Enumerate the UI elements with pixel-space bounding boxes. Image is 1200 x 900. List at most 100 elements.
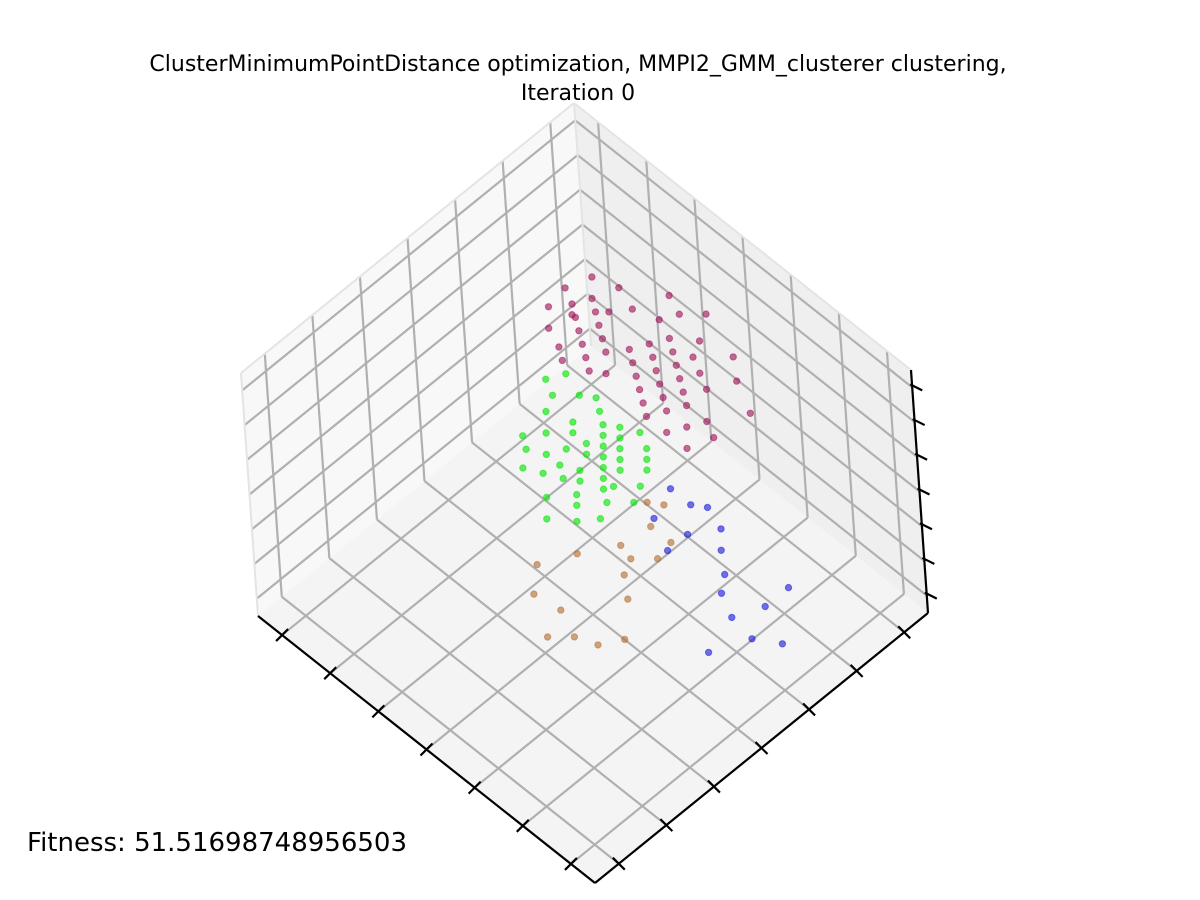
data-point-series-2 xyxy=(573,550,581,558)
data-point-series-3 xyxy=(616,466,624,474)
data-point-series-4 xyxy=(568,311,576,319)
data-point-series-4 xyxy=(652,367,660,375)
data-point-series-2 xyxy=(624,595,632,603)
data-point-series-3 xyxy=(556,461,564,469)
data-point-series-3 xyxy=(542,493,551,502)
z-axis-tick xyxy=(919,522,933,531)
chart-title-line-1: ClusterMinimumPointDistance optimization… xyxy=(149,52,1007,77)
data-point-series-4 xyxy=(696,369,704,377)
data-point-series-1 xyxy=(784,583,793,592)
data-point-series-3 xyxy=(596,515,605,523)
z-axis-tick xyxy=(914,452,928,461)
floor-gridline-y xyxy=(423,480,763,749)
data-point-series-4 xyxy=(672,361,680,369)
data-point-series-3 xyxy=(643,466,651,474)
data-point-series-3 xyxy=(582,450,591,458)
data-point-series-2 xyxy=(594,641,602,649)
y-axis-tick xyxy=(897,625,911,640)
data-point-series-3 xyxy=(519,432,527,440)
data-point-series-3 xyxy=(616,434,624,442)
x-axis-tick xyxy=(275,628,289,642)
data-point-series-3 xyxy=(569,429,577,437)
data-point-series-4 xyxy=(598,335,607,343)
data-point-series-4 xyxy=(663,428,671,437)
data-point-series-4 xyxy=(588,294,596,303)
data-point-series-4 xyxy=(568,300,576,308)
floor-gridline-y xyxy=(471,441,810,711)
data-point-series-4 xyxy=(544,303,553,311)
floor-gridline-y xyxy=(376,518,715,788)
data-point-series-4 xyxy=(588,273,596,281)
data-point-series-4 xyxy=(676,375,684,383)
left-wall-gridline-horizontal xyxy=(241,119,576,392)
data-point-series-4 xyxy=(710,433,718,442)
data-point-series-4 xyxy=(702,385,711,393)
data-point-series-1 xyxy=(650,514,658,523)
data-point-series-1 xyxy=(748,635,756,643)
floor-gridline-y xyxy=(566,364,905,634)
data-point-series-2 xyxy=(543,633,552,641)
data-point-series-3 xyxy=(599,485,608,493)
right-wall-gridline-horizontal xyxy=(574,119,913,389)
left-wall-gridline-horizontal xyxy=(246,188,581,461)
data-point-series-3 xyxy=(573,501,581,509)
y-axis-tick xyxy=(754,741,769,755)
z-axis-tick xyxy=(924,591,938,600)
data-point-series-1 xyxy=(728,613,736,622)
data-point-series-4 xyxy=(602,369,610,378)
data-point-series-3 xyxy=(582,439,591,448)
data-point-series-3 xyxy=(643,455,651,464)
data-point-series-4 xyxy=(642,412,651,421)
z-axis-tick xyxy=(917,487,930,496)
left-wall-gridline-horizontal xyxy=(253,293,589,565)
fitness-label: Fitness: 51.51698748956503 xyxy=(27,828,408,858)
z-axis-tick xyxy=(921,556,935,565)
data-point-series-4 xyxy=(639,399,647,407)
data-point-series-3 xyxy=(562,370,570,378)
data-point-series-3 xyxy=(576,477,584,485)
data-point-series-4 xyxy=(625,345,633,354)
data-point-series-3 xyxy=(542,429,550,437)
data-point-series-4 xyxy=(602,348,610,356)
data-point-series-3 xyxy=(616,455,624,464)
data-point-series-3 xyxy=(630,498,638,507)
data-point-series-3 xyxy=(548,391,557,399)
x-axis-tick xyxy=(516,819,530,833)
data-point-series-3 xyxy=(575,391,583,399)
z-axis-tick xyxy=(909,383,923,392)
data-point-series-3 xyxy=(559,474,567,483)
x-axis-tick xyxy=(467,780,482,795)
data-point-series-3 xyxy=(599,421,607,429)
data-point-series-2 xyxy=(617,541,625,550)
data-point-series-4 xyxy=(561,284,569,292)
z-axis-tick xyxy=(912,418,926,427)
data-point-series-4 xyxy=(629,359,637,367)
data-point-series-3 xyxy=(599,463,607,472)
data-point-series-4 xyxy=(645,340,653,348)
data-point-series-4 xyxy=(582,353,590,362)
data-point-series-1 xyxy=(666,485,675,493)
data-point-series-1 xyxy=(683,530,692,539)
data-point-series-4 xyxy=(689,353,697,361)
data-point-series-2 xyxy=(530,590,538,598)
data-point-series-4 xyxy=(675,310,683,318)
data-point-series-3 xyxy=(569,418,577,426)
data-point-series-1 xyxy=(717,525,725,533)
axis-ticks xyxy=(275,383,938,871)
data-point-series-4 xyxy=(683,423,691,431)
data-point-series-2 xyxy=(660,501,668,509)
data-point-series-4 xyxy=(665,291,673,300)
data-point-series-4 xyxy=(679,388,687,396)
right-wall-gridline-horizontal xyxy=(581,223,921,493)
data-point-series-1 xyxy=(687,501,695,509)
data-point-series-4 xyxy=(558,356,566,365)
data-point-series-4 xyxy=(665,334,674,343)
data-point-series-4 xyxy=(655,316,663,324)
data-point-series-4 xyxy=(555,343,563,351)
data-point-series-1 xyxy=(703,503,712,512)
axes-panes xyxy=(241,103,928,883)
y-axis-tick xyxy=(707,779,721,794)
data-point-series-4 xyxy=(702,310,710,318)
pane-edge xyxy=(240,372,259,617)
left-wall-gridline-horizontal xyxy=(248,223,584,496)
